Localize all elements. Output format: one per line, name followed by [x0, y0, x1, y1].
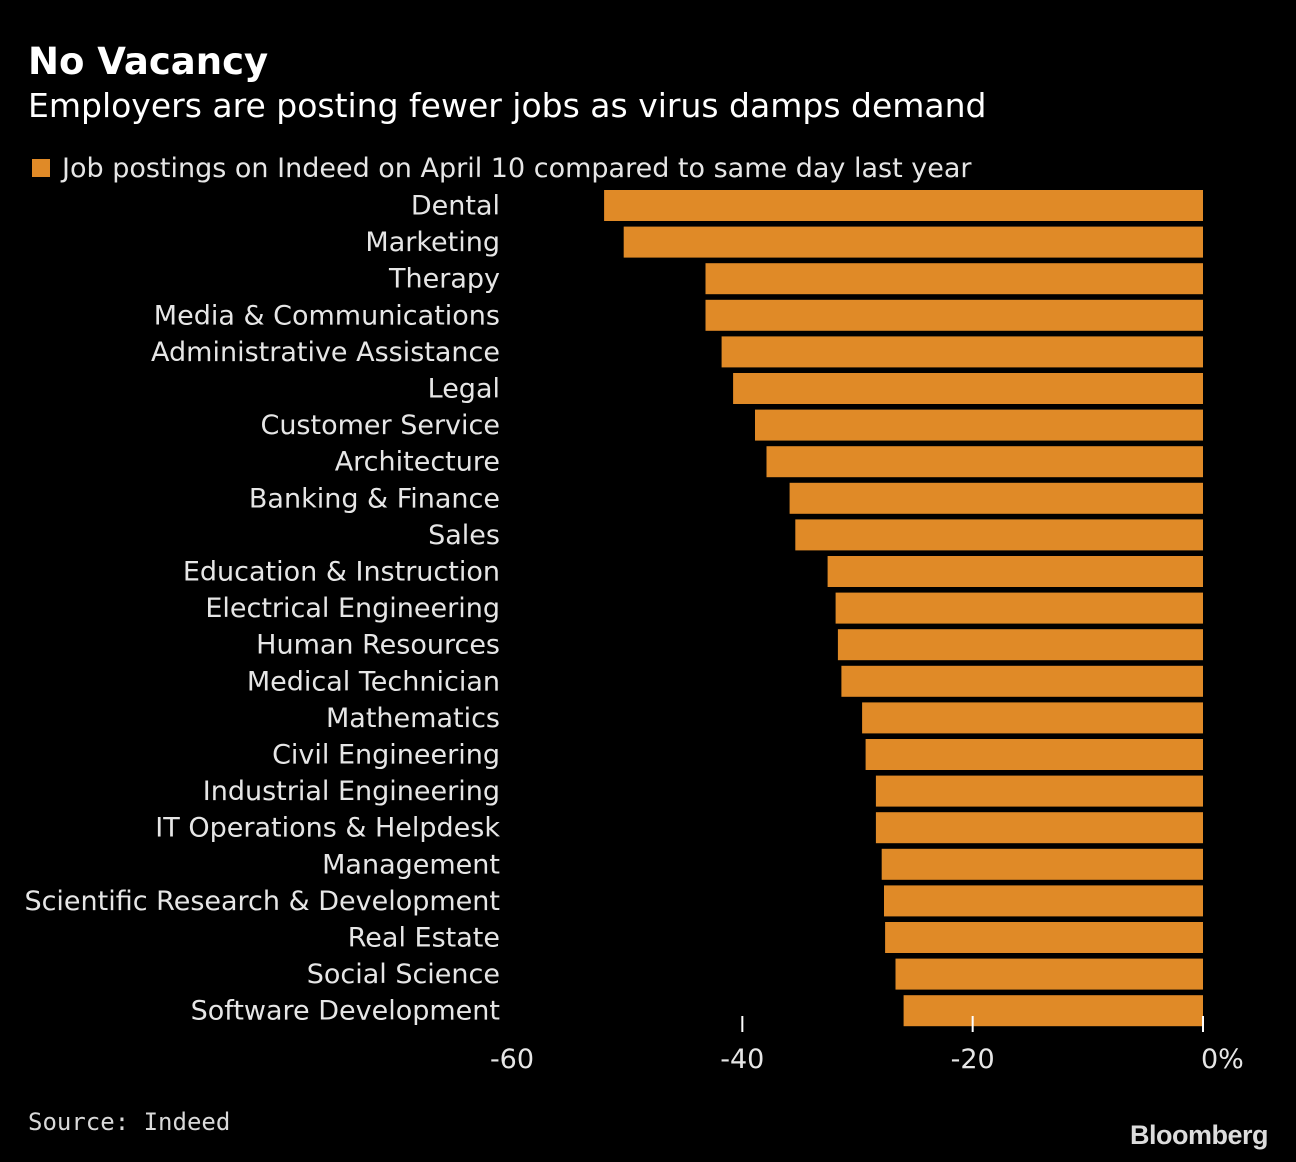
- bar: [875, 775, 1203, 807]
- bar: [733, 373, 1203, 404]
- category-label: Education & Instruction: [183, 557, 500, 588]
- category-label: Legal: [428, 374, 500, 405]
- bar: [766, 446, 1203, 478]
- tick-label: -40: [720, 1044, 764, 1075]
- tick-label: -20: [951, 1044, 995, 1075]
- category-label: Management: [322, 849, 500, 880]
- bar: [795, 519, 1203, 551]
- legend-label: Job postings on Indeed on April 10 compa…: [62, 152, 972, 184]
- bar: [865, 739, 1203, 770]
- category-label: Software Development: [191, 996, 500, 1027]
- category-label: Medical Technician: [247, 666, 500, 697]
- category-label: Mathematics: [326, 703, 500, 734]
- chart-subtitle: Employers are posting fewer jobs as viru…: [28, 86, 987, 125]
- category-label: Scientific Research & Development: [24, 886, 500, 917]
- bar: [862, 702, 1203, 734]
- category-label: Electrical Engineering: [205, 593, 500, 624]
- bar: [895, 958, 1203, 990]
- legend-swatch: [32, 159, 50, 177]
- bar: [881, 848, 1203, 880]
- bar: [623, 226, 1203, 258]
- bar: [841, 665, 1203, 697]
- bar: [705, 299, 1203, 331]
- category-label: Media & Communications: [154, 300, 500, 331]
- bar: [875, 812, 1203, 844]
- category-label: Industrial Engineering: [203, 776, 500, 807]
- bar: [885, 922, 1203, 953]
- category-label: Civil Engineering: [272, 740, 500, 771]
- category-label: Administrative Assistance: [151, 337, 500, 368]
- category-label: Real Estate: [348, 923, 500, 954]
- bar: [835, 592, 1203, 624]
- bloomberg-logo: Bloomberg: [1129, 1120, 1269, 1150]
- bar: [837, 629, 1203, 661]
- category-label: IT Operations & Helpdesk: [155, 813, 500, 844]
- bar: [827, 556, 1203, 587]
- source-note: Source: Indeed: [28, 1108, 231, 1136]
- chart-title: No Vacancy: [28, 40, 269, 83]
- category-label: Therapy: [388, 264, 500, 295]
- category-label: Social Science: [307, 959, 500, 990]
- category-label: Customer Service: [260, 410, 500, 441]
- category-label: Dental: [411, 191, 500, 222]
- category-label: Marketing: [365, 227, 500, 258]
- tick-label: 0%: [1201, 1044, 1244, 1075]
- category-label: Banking & Finance: [249, 483, 500, 514]
- category-label: Human Resources: [256, 630, 500, 661]
- bar: [705, 263, 1203, 295]
- bar: [903, 995, 1203, 1027]
- bar: [884, 885, 1203, 917]
- bar: [721, 336, 1203, 368]
- bar: [604, 190, 1203, 221]
- category-label: Architecture: [335, 447, 500, 478]
- bar: [755, 409, 1203, 441]
- tick-label: -60: [490, 1044, 534, 1075]
- legend: Job postings on Indeed on April 10 compa…: [32, 151, 971, 185]
- bar: [789, 482, 1203, 514]
- category-label: Sales: [428, 520, 500, 551]
